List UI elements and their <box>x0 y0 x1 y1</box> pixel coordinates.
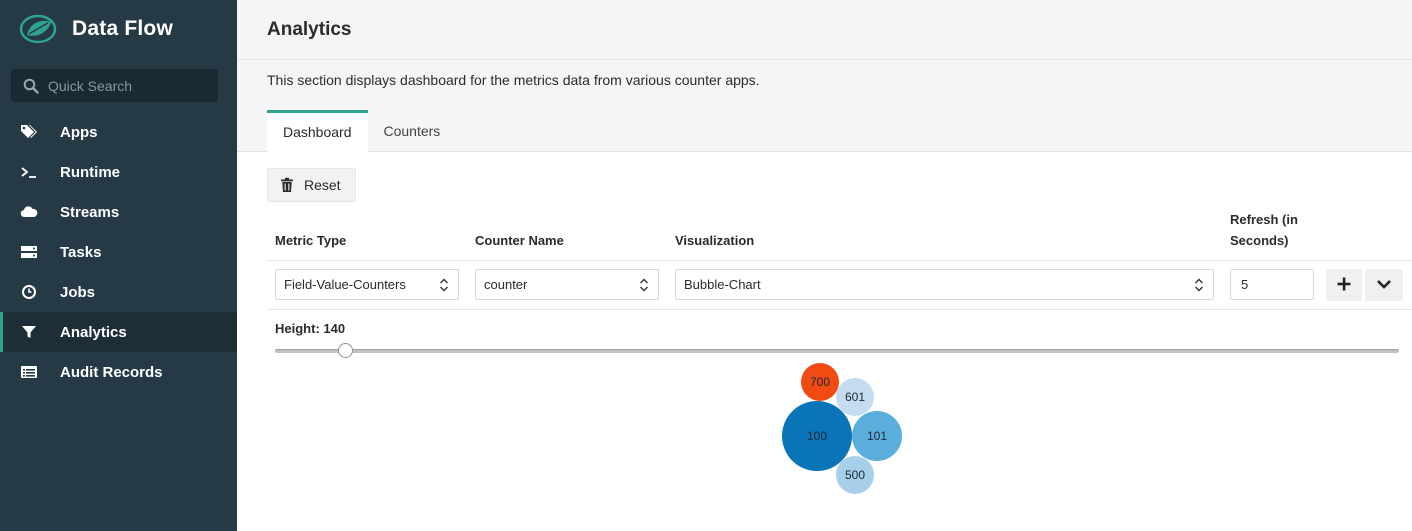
bubble-601[interactable]: 601 <box>836 378 874 416</box>
metric-type-value: Field-Value-Counters <box>284 277 406 292</box>
bubble-label: 601 <box>845 390 865 404</box>
clock-icon <box>20 284 38 300</box>
search-icon <box>23 78 39 94</box>
bubble-chart: 100 101 500 601 700 <box>782 363 902 494</box>
sidebar-item-label: Audit Records <box>60 363 163 381</box>
bubble-label: 100 <box>807 429 827 443</box>
reset-label: Reset <box>304 177 341 193</box>
bubble-circle[interactable] <box>801 363 839 401</box>
refresh-input[interactable]: 5 <box>1230 269 1314 300</box>
sidebar: Data Flow Quick Search Apps Runtime Stre… <box>0 0 237 531</box>
trash-icon <box>280 177 294 193</box>
search-input[interactable]: Quick Search <box>11 69 218 102</box>
sidebar-item-label: Tasks <box>60 243 102 261</box>
updown-caret-icon <box>639 277 649 293</box>
sidebar-item-jobs[interactable]: Jobs <box>0 272 237 312</box>
server-icon <box>20 244 38 260</box>
bubble-label: 101 <box>867 429 887 443</box>
table-header-divider <box>267 260 1412 261</box>
sidebar-item-label: Analytics <box>60 323 127 341</box>
header-refresh-line1: Refresh (in <box>1230 212 1298 227</box>
counter-name-value: counter <box>484 277 528 292</box>
table-row-divider <box>267 309 1412 310</box>
bubble-circle[interactable] <box>836 378 874 416</box>
height-label: Height: 140 <box>275 321 346 336</box>
sidebar-item-analytics[interactable]: Analytics <box>0 312 237 352</box>
app-name: Data Flow <box>72 17 173 40</box>
bubble-500[interactable]: 500 <box>836 456 874 494</box>
bubble-circle[interactable] <box>836 456 874 494</box>
sidebar-item-apps[interactable]: Apps <box>0 112 237 152</box>
tags-icon <box>20 124 38 140</box>
bubble-label: 700 <box>810 375 830 389</box>
sidebar-item-audit-records[interactable]: Audit Records <box>0 352 237 392</box>
sidebar-item-label: Streams <box>60 203 120 221</box>
cloud-icon <box>20 204 38 220</box>
visualization-value: Bubble-Chart <box>684 277 761 292</box>
updown-caret-icon <box>1194 277 1204 293</box>
header-visualization: Visualization <box>675 233 755 248</box>
counter-name-select[interactable]: counter <box>475 269 659 300</box>
tab-dashboard[interactable]: Dashboard <box>267 110 368 152</box>
sidebar-item-label: Runtime <box>60 163 120 181</box>
page-title: Analytics <box>267 18 352 40</box>
sidebar-item-label: Jobs <box>60 283 96 301</box>
sidebar-item-tasks[interactable]: Tasks <box>0 232 237 272</box>
bubble-circle[interactable] <box>782 401 852 471</box>
sidebar-item-runtime[interactable]: Runtime <box>0 152 237 192</box>
bubble-100[interactable]: 100 <box>782 401 852 471</box>
sidebar-item-streams[interactable]: Streams <box>0 192 237 232</box>
page-description: This section displays dashboard for the … <box>267 72 760 88</box>
bubble-circle[interactable] <box>852 411 902 461</box>
metric-type-select[interactable]: Field-Value-Counters <box>275 269 459 300</box>
add-button[interactable] <box>1326 269 1362 301</box>
bubble-700[interactable]: 700 <box>801 363 839 401</box>
plus-icon <box>1337 277 1351 294</box>
terminal-icon <box>20 164 38 180</box>
filter-icon <box>20 324 38 340</box>
height-slider-track[interactable] <box>275 349 1399 353</box>
chevron-down-icon <box>1376 277 1392 293</box>
header-counter-name: Counter Name <box>475 233 564 248</box>
page-intro: This section displays dashboard for the … <box>237 60 1412 152</box>
header-refresh-line2: Seconds) <box>1230 233 1289 248</box>
bubble-101[interactable]: 101 <box>852 411 902 461</box>
main-content: Analytics This section displays dashboar… <box>237 0 1412 531</box>
height-slider-thumb[interactable] <box>338 343 353 358</box>
visualization-select[interactable]: Bubble-Chart <box>675 269 1214 300</box>
tab-counters[interactable]: Counters <box>383 123 441 139</box>
spring-logo-icon <box>18 14 60 44</box>
bubble-label: 500 <box>845 468 865 482</box>
brand[interactable]: Data Flow <box>0 0 237 58</box>
sidebar-item-label: Apps <box>60 123 98 141</box>
updown-caret-icon <box>439 277 449 293</box>
tab-bar: Dashboard Counters <box>267 110 456 152</box>
reset-button[interactable]: Reset <box>267 168 356 202</box>
sidebar-nav: Apps Runtime Streams Tasks Jobs <box>0 112 237 392</box>
header-metric-type: Metric Type <box>275 233 347 248</box>
expand-button[interactable] <box>1365 269 1403 301</box>
search-placeholder: Quick Search <box>48 77 133 94</box>
page-header: Analytics <box>237 0 1412 60</box>
list-icon <box>20 364 38 380</box>
